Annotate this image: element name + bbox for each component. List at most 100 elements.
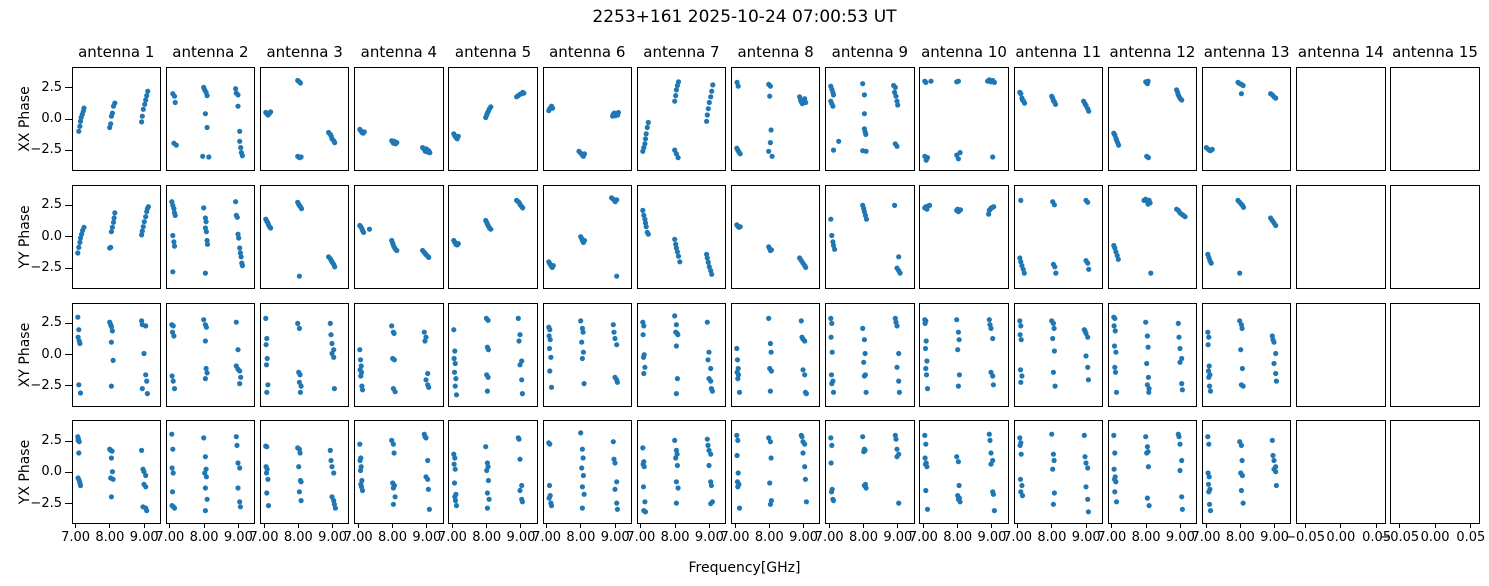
scatter-point — [144, 390, 150, 396]
subplot-antenna-13-yx — [1201, 420, 1292, 525]
scatter-point — [140, 350, 147, 356]
scatter-point — [892, 84, 898, 90]
scatter-point — [767, 502, 773, 508]
scatter-point — [991, 203, 997, 210]
scatter-point — [1178, 458, 1184, 464]
scatter-point — [202, 270, 208, 276]
subplot-antenna-9-xy — [825, 302, 915, 407]
scatter-point — [829, 443, 835, 449]
scatter-point — [1050, 502, 1056, 508]
scatter-canvas — [357, 126, 433, 156]
scatter-point — [298, 383, 304, 389]
scatter-point — [639, 445, 646, 451]
scatter-point — [517, 331, 523, 337]
scatter-point — [1145, 374, 1151, 380]
scatter-point — [923, 79, 929, 85]
scatter-point — [768, 127, 774, 133]
scatter-point — [143, 93, 149, 99]
scatter-point — [925, 155, 931, 161]
figure-title: 2253+161 2025-10-24 07:00:53 UT — [592, 7, 897, 27]
scatter-point — [923, 441, 929, 448]
subplot-antenna-3-yx — [259, 420, 350, 525]
scatter-point — [1144, 444, 1150, 450]
scatter-point — [736, 505, 742, 512]
x-tick-label: 9.00 — [600, 530, 630, 546]
x-tick-mark — [991, 524, 993, 529]
subplot-antenna-6-xx — [542, 67, 632, 171]
scatter-point — [327, 320, 333, 326]
scatter-point — [172, 99, 178, 106]
scatter-canvas — [734, 315, 809, 396]
scatter-point — [643, 223, 649, 230]
scatter-canvas — [828, 202, 903, 276]
scatter-point — [829, 380, 835, 386]
scatter-point — [391, 330, 397, 336]
x-tick-mark — [1470, 524, 1472, 529]
subplot-antenna-14-yx — [1296, 420, 1386, 525]
scatter-point — [1206, 383, 1212, 389]
scatter-point — [331, 263, 338, 270]
scatter-point — [641, 499, 648, 505]
y-tick-label: 0.0 — [41, 464, 62, 480]
x-tick-label: 7.00 — [720, 530, 750, 546]
scatter-point — [239, 153, 245, 159]
scatter-point — [861, 372, 868, 379]
x-tick-label: 9.00 — [1165, 530, 1195, 546]
scatter-point — [203, 218, 209, 225]
scatter-point — [1176, 334, 1182, 340]
scatter-point — [672, 455, 678, 461]
scatter-point — [516, 337, 522, 344]
x-tick-label: 9.00 — [412, 530, 442, 546]
scatter-point — [452, 480, 458, 486]
x-tick-mark — [580, 524, 582, 529]
scatter-point — [237, 504, 243, 510]
x-tick-label: −0.05 — [1285, 530, 1325, 546]
scatter-point — [425, 458, 431, 464]
scatter-canvas — [639, 207, 714, 277]
subplot-title: antenna 13 — [1203, 43, 1290, 61]
scatter-point — [110, 357, 116, 363]
scatter-point — [1017, 197, 1023, 203]
x-tick-mark — [1340, 524, 1342, 529]
scatter-point — [954, 316, 960, 322]
x-tick-mark — [828, 524, 830, 529]
scatter-point — [1050, 451, 1056, 458]
scatter-point — [111, 100, 117, 106]
scatter-point — [74, 314, 80, 320]
subplot-antenna-1-xy — [71, 302, 161, 407]
scatter-canvas — [1016, 197, 1091, 276]
scatter-point — [298, 479, 304, 485]
x-tick-label: 9.00 — [223, 530, 253, 546]
scatter-point — [170, 322, 176, 329]
x-tick-label: 8.00 — [754, 530, 784, 546]
x-tick-mark — [922, 524, 924, 529]
x-tick-mark — [1111, 524, 1113, 529]
scatter-point — [1179, 507, 1185, 513]
scatter-point — [1085, 376, 1091, 382]
scatter-point — [202, 337, 208, 344]
scatter-point — [1236, 270, 1243, 276]
scatter-point — [829, 320, 835, 326]
scatter-point — [580, 349, 586, 355]
scatter-point — [1240, 500, 1246, 507]
scatter-canvas — [263, 199, 338, 279]
scatter-canvas — [357, 431, 433, 513]
scatter-point — [452, 369, 458, 375]
y-tick-mark — [64, 267, 72, 269]
scatter-point — [581, 151, 587, 157]
scatter-point — [451, 326, 457, 332]
scatter-point — [580, 473, 586, 479]
scatter-point — [109, 469, 115, 475]
scatter-point — [674, 331, 681, 337]
subplot-antenna-2-yy — [165, 184, 256, 289]
scatter-point — [991, 492, 997, 498]
scatter-point — [1115, 142, 1121, 148]
scatter-point — [581, 237, 587, 243]
scatter-point — [234, 214, 240, 220]
scatter-point — [357, 458, 363, 464]
scatter-point — [359, 386, 366, 392]
scatter-point — [640, 484, 646, 490]
scatter-point — [861, 449, 867, 455]
scatter-point — [1084, 364, 1090, 370]
scatter-point — [455, 240, 462, 246]
